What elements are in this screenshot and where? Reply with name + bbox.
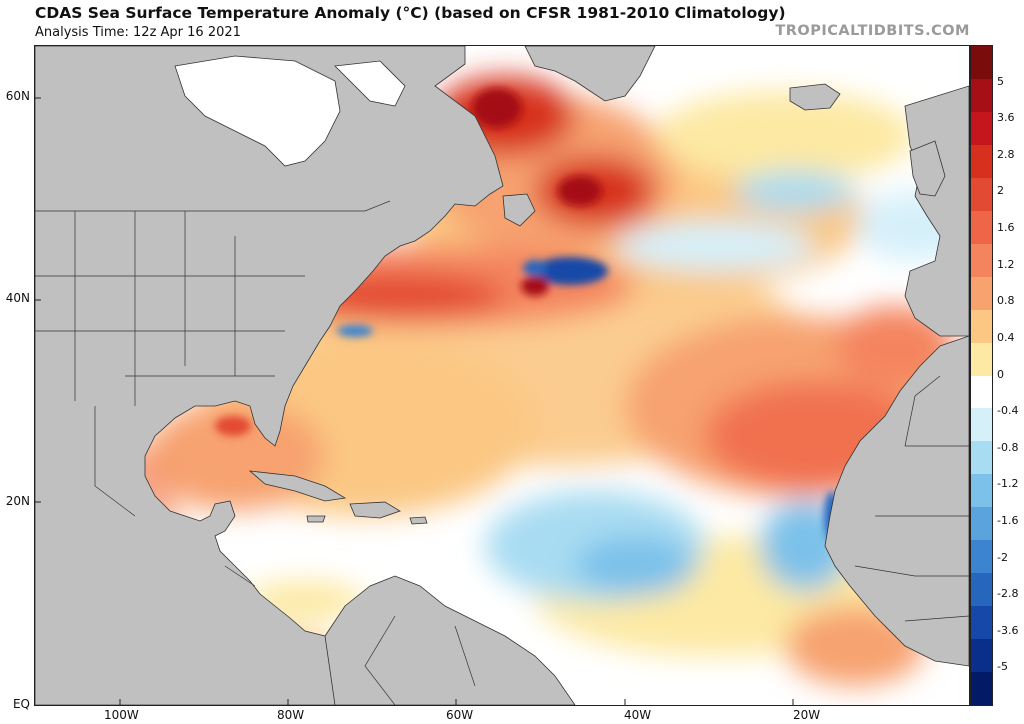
colorbar-segment bbox=[971, 210, 992, 245]
colorbar-segment bbox=[971, 276, 992, 311]
colorbar-tick-label: -1.2 bbox=[997, 477, 1019, 491]
south-america-land bbox=[324, 575, 576, 705]
brand-watermark: TROPICALTIDBITS.COM bbox=[775, 23, 970, 39]
map-title: CDAS Sea Surface Temperature Anomaly (°C… bbox=[35, 4, 786, 22]
hudson-bay-ice bbox=[174, 55, 341, 167]
colorbar-segment bbox=[971, 672, 992, 706]
labrador-ice bbox=[334, 60, 406, 107]
newfoundland-land bbox=[502, 193, 536, 227]
colorbar-segment bbox=[971, 441, 992, 475]
colorbar-tick-label: -0.8 bbox=[997, 440, 1019, 454]
jamaica-land bbox=[306, 515, 326, 523]
colorbar-segment bbox=[971, 342, 992, 376]
colorbar-segment bbox=[971, 111, 992, 146]
colorbar-tick-label: -2.8 bbox=[997, 587, 1019, 601]
colorbar-tick-label: 0 bbox=[997, 367, 1004, 381]
iceland-land bbox=[789, 83, 841, 111]
political-borders bbox=[35, 200, 969, 705]
analysis-time: Analysis Time: 12z Apr 16 2021 bbox=[35, 25, 241, 40]
lon-label-20w: 20W bbox=[793, 708, 821, 722]
colorbar-tick-label: -0.4 bbox=[997, 404, 1019, 418]
colorbar-tick-label: -3.6 bbox=[997, 623, 1019, 637]
lon-label-40w: 40W bbox=[624, 708, 652, 722]
colorbar-segment bbox=[971, 78, 992, 113]
colorbar-segment bbox=[971, 375, 992, 409]
map-canvas bbox=[35, 46, 969, 705]
colorbar-segment bbox=[971, 144, 992, 179]
colorbar-tick-label: 2.8 bbox=[997, 147, 1015, 161]
colorbar-segment bbox=[971, 606, 992, 640]
colorbar-tick-label: 3.6 bbox=[997, 111, 1015, 125]
hispaniola-land bbox=[349, 501, 401, 519]
lat-label-20n: 20N bbox=[5, 494, 30, 508]
lon-label-80w: 80W bbox=[277, 708, 305, 722]
sst-anomaly-map bbox=[34, 45, 970, 706]
colorbar-segment bbox=[971, 573, 992, 607]
ice-cover bbox=[174, 55, 406, 167]
colorbar-tick-label: 0.4 bbox=[997, 330, 1015, 344]
colorbar-tick-label: 2 bbox=[997, 184, 1004, 198]
colorbar-tick-label: -5 bbox=[997, 660, 1008, 674]
lon-label-100w: 100W bbox=[104, 708, 139, 722]
colorbar-segment bbox=[971, 46, 992, 80]
colorbar-segment bbox=[971, 408, 992, 442]
colorbar bbox=[970, 45, 993, 706]
cuba-land bbox=[248, 470, 347, 502]
colorbar-tick-label: 1.6 bbox=[997, 221, 1015, 235]
lat-label-60n: 60N bbox=[5, 89, 30, 103]
africa-land bbox=[824, 335, 969, 667]
colorbar-tick-label: -2 bbox=[997, 550, 1008, 564]
greenland-land bbox=[524, 46, 656, 102]
colorbar-segment bbox=[971, 474, 992, 508]
lon-label-60w: 60W bbox=[446, 708, 474, 722]
axis-ticks bbox=[35, 97, 794, 705]
colorbar-segment bbox=[971, 540, 992, 574]
colorbar-segment bbox=[971, 177, 992, 212]
colorbar-segment bbox=[971, 639, 992, 673]
colorbar-segment bbox=[971, 243, 992, 278]
british-isles-land bbox=[909, 140, 946, 197]
lat-label-40n: 40N bbox=[5, 291, 30, 305]
colorbar-segment bbox=[971, 309, 992, 344]
colorbar-tick-label: 5 bbox=[997, 74, 1004, 88]
colorbar-tick-label: 0.8 bbox=[997, 294, 1015, 308]
colorbar-tick-label: -1.6 bbox=[997, 513, 1019, 527]
lat-label-eq: EQ bbox=[12, 697, 30, 711]
colorbar-segment bbox=[971, 507, 992, 541]
puerto-rico-land bbox=[409, 516, 428, 525]
colorbar-tick-label: 1.2 bbox=[997, 257, 1015, 271]
